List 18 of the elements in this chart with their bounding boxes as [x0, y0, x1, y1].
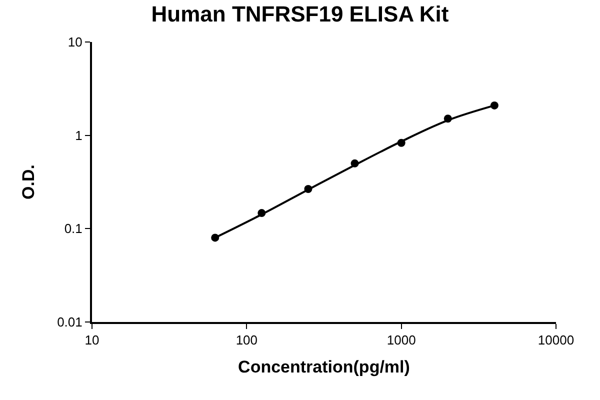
y-tick-label: 0.1: [64, 221, 82, 236]
point: [304, 185, 312, 194]
x-tick-label: 10: [84, 332, 100, 348]
x-tick-label: 100: [236, 332, 258, 348]
point: [397, 138, 406, 147]
x-axis-title: Concentration(pg/ml): [238, 358, 410, 376]
x-tick-label: 1000: [386, 332, 416, 348]
y-axis-title: O.D.: [19, 164, 38, 200]
point: [490, 101, 498, 110]
x-tick-label: 10000: [538, 332, 574, 348]
y-tick-label: 1: [75, 128, 82, 143]
y-tick-label: 10: [68, 34, 82, 50]
point: [211, 234, 220, 242]
point: [258, 209, 266, 218]
y-tick-label: 0.01: [57, 314, 82, 330]
chart-title: Human TNFRSF19 ELISA Kit: [151, 1, 450, 26]
point: [350, 159, 359, 168]
point: [444, 114, 452, 123]
